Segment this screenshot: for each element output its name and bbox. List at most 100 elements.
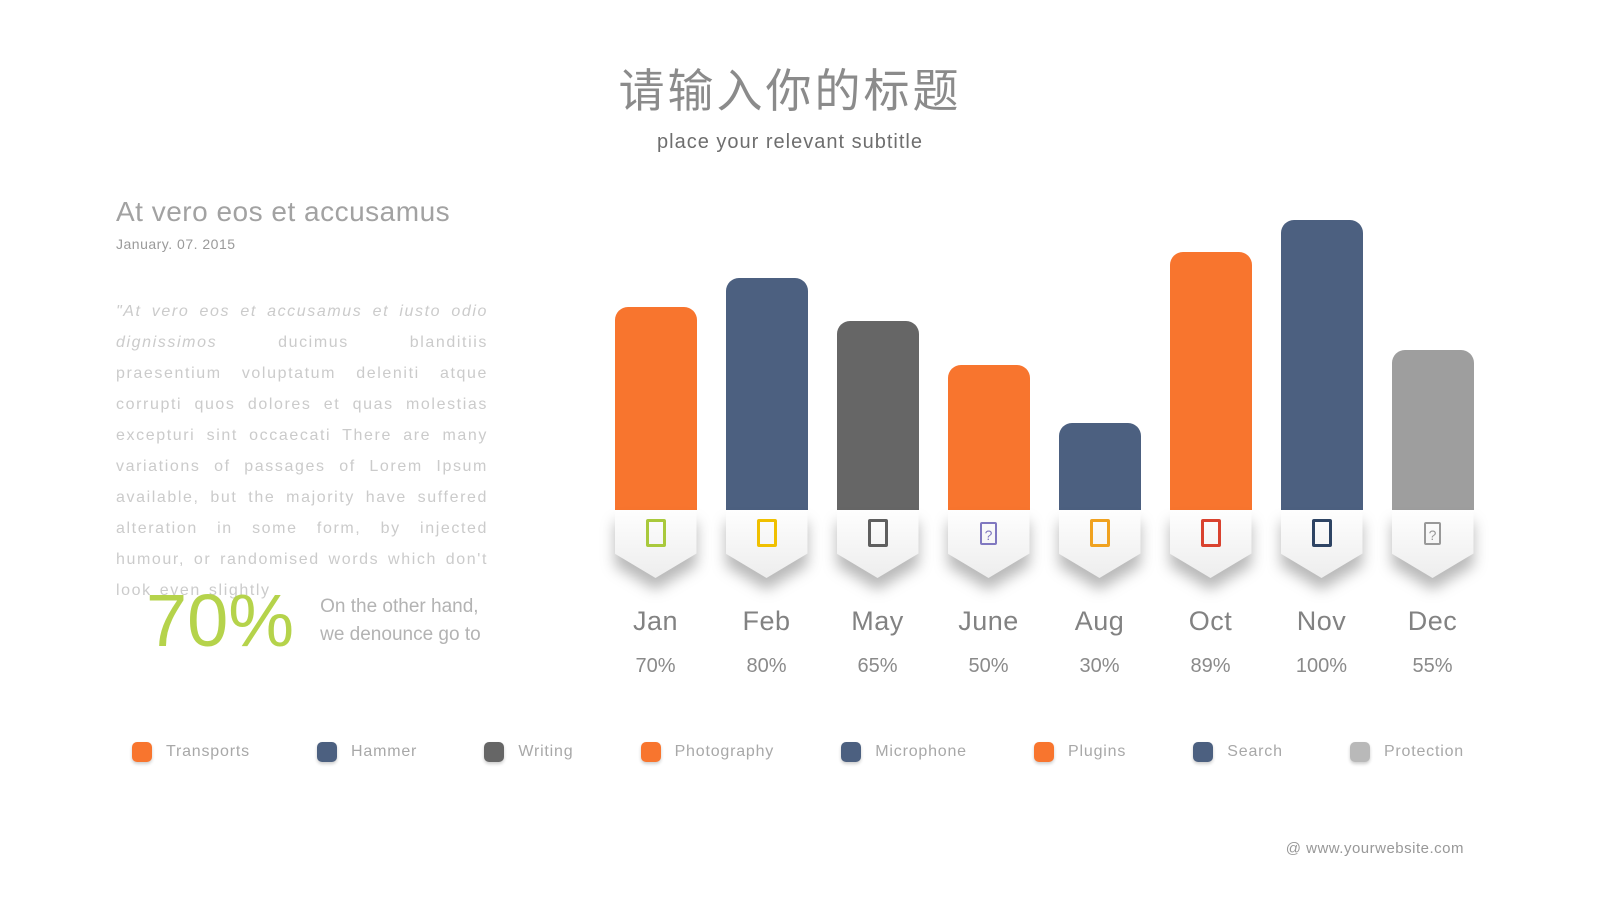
bar: [1051, 416, 1141, 510]
legend-item-hammer: Hammer: [317, 742, 417, 762]
legend-label: Protection: [1383, 743, 1464, 760]
legend-item-plugins: Plugins: [1034, 742, 1126, 762]
page-title: 请输入你的标题: [618, 65, 962, 117]
legend-item-search: Search: [1193, 742, 1283, 762]
bar-base-banner: [725, 510, 808, 578]
value-label: 30%: [1079, 655, 1120, 677]
value-label: 100%: [1295, 655, 1348, 677]
value-label: 89%: [1190, 655, 1231, 677]
bar-base: ?: [947, 510, 1030, 578]
month-label: May: [851, 606, 904, 636]
stat-caption-line2: we denounce go to: [320, 624, 481, 645]
quote-italic-text: "At vero eos et accusamus et iusto odio …: [116, 303, 488, 351]
placeholder-glyph-icon: [1311, 519, 1332, 547]
legend-swatch-icon: [640, 742, 661, 762]
month-label: Nov: [1296, 606, 1347, 636]
placeholder-glyph-icon: [756, 519, 777, 547]
bar-column-dec: ? Dec 55%: [1377, 210, 1488, 678]
bar-base: [1280, 510, 1363, 578]
bar-column-may: May 65%: [822, 210, 933, 678]
bar: [718, 271, 808, 510]
legend-label: Hammer: [351, 743, 418, 760]
legend-swatch-icon: [841, 742, 862, 762]
bar-area: [607, 210, 697, 510]
bar-base-banner: [1169, 510, 1252, 578]
month-label: Oct: [1188, 606, 1233, 636]
legend-swatch-icon: [132, 742, 152, 762]
bar-column-aug: Aug 30%: [1044, 210, 1155, 678]
bar: [829, 314, 919, 510]
bar-area: [829, 210, 919, 510]
bar-chart: Jan 70% Feb 80% May 65%: [600, 210, 1488, 678]
bar-base-banner: [614, 510, 697, 578]
bar-base-banner: [1280, 510, 1363, 578]
bar-area: [1051, 210, 1141, 510]
legend-label: Search: [1227, 743, 1283, 760]
legend-item-transports: Transports: [132, 742, 250, 762]
bar-columns: Jan 70% Feb 80% May 65%: [600, 210, 1488, 678]
bar: [940, 358, 1030, 510]
stat-caption: On the other hand, we denounce go to: [320, 593, 481, 649]
quote-rest-text: ducimus blanditiis praesentium voluptatu…: [116, 334, 488, 599]
bar: [1273, 213, 1363, 510]
month-label: Aug: [1074, 606, 1125, 636]
legend-item-microphone: Microphone: [841, 742, 967, 762]
legend-swatch-icon: [1349, 742, 1370, 762]
website-url: @ www.yourwebsite.com: [1285, 840, 1464, 857]
stat-block: 70% On the other hand, we denounce go to: [146, 584, 481, 658]
bar-column-june: ? June 50%: [933, 210, 1044, 678]
value-label: 80%: [746, 655, 787, 677]
bar-area: [718, 210, 808, 510]
bar: [1162, 245, 1252, 510]
value-label: 70%: [635, 655, 676, 677]
bar-base: [1058, 510, 1141, 578]
legend-label: Writing: [518, 743, 574, 760]
bar-base-banner: [1058, 510, 1141, 578]
value-label: 65%: [857, 655, 898, 677]
legend-swatch-icon: [1193, 742, 1214, 762]
bar-base-banner: ?: [1391, 510, 1474, 578]
placeholder-glyph-icon: [1089, 519, 1110, 547]
bar-base-banner: [836, 510, 919, 578]
bar-column-feb: Feb 80%: [711, 210, 822, 678]
bar-base: [836, 510, 919, 578]
legend-item-photography: Photography: [640, 742, 775, 762]
header: 请输入你的标题 place your relevant subtitle: [0, 55, 1580, 154]
bar-column-oct: Oct 89%: [1155, 210, 1266, 678]
bar-base: ?: [1391, 510, 1474, 578]
bar-area: [1384, 210, 1474, 510]
bar-area: [1273, 210, 1363, 510]
section-heading: At vero eos et accusamus: [116, 196, 451, 227]
value-label: 50%: [968, 655, 1009, 677]
legend-label: Microphone: [875, 743, 967, 760]
legend-swatch-icon: [317, 742, 338, 762]
bar-base-banner: ?: [947, 510, 1030, 578]
month-label: Feb: [742, 606, 791, 636]
placeholder-glyph-icon: ?: [980, 522, 997, 545]
bar-column-jan: Jan 70%: [600, 210, 711, 678]
bar-base: [725, 510, 808, 578]
left-text-panel: At vero eos et accusamus January. 07. 20…: [116, 196, 488, 658]
bar-area: [1162, 210, 1252, 510]
bar: [1384, 343, 1474, 510]
chart-legend: Transports Hammer Writing Photography Mi…: [132, 742, 1464, 762]
legend-label: Plugins: [1068, 743, 1127, 760]
bar-column-nov: Nov 100%: [1266, 210, 1377, 678]
month-label: June: [958, 606, 1019, 636]
placeholder-glyph-icon: [867, 519, 888, 547]
placeholder-glyph-icon: [645, 519, 666, 547]
legend-item-writing: Writing: [484, 742, 573, 762]
bar: [607, 300, 697, 510]
legend-swatch-icon: [484, 742, 505, 762]
legend-label: Photography: [674, 743, 775, 760]
bar-base: [614, 510, 697, 578]
legend-swatch-icon: [1034, 742, 1055, 762]
page-subtitle: place your relevant subtitle: [657, 131, 923, 153]
stat-percentage: 70%: [146, 579, 295, 662]
legend-label: Transports: [166, 743, 250, 760]
stat-caption-line1: On the other hand,: [320, 596, 479, 617]
placeholder-glyph-icon: ?: [1424, 522, 1441, 545]
placeholder-glyph-icon: [1200, 519, 1221, 547]
body-paragraph: "At vero eos et accusamus et iusto odio …: [116, 296, 488, 606]
